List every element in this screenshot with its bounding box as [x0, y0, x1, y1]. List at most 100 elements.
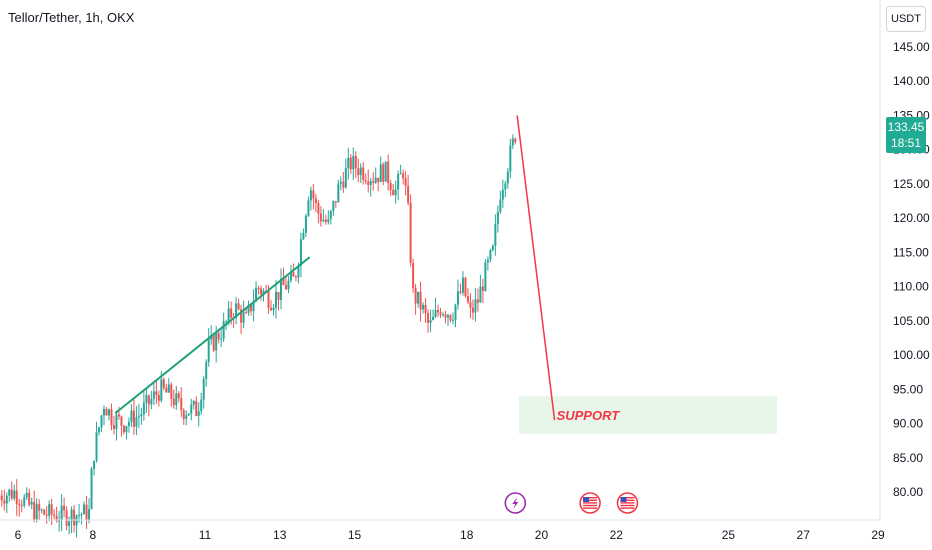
price-tick-label: 115.00 — [893, 245, 929, 259]
candle-body — [451, 319, 454, 321]
us-flag-event-icon[interactable] — [616, 492, 639, 514]
price-tick-label: 140.00 — [893, 74, 930, 88]
candle-body — [474, 299, 477, 313]
candle-body — [187, 413, 190, 416]
candle-body — [107, 409, 110, 416]
candle-body — [212, 335, 215, 351]
candle-body — [486, 259, 489, 263]
candle-body — [407, 185, 410, 203]
candle-body — [167, 384, 170, 393]
candle-body — [419, 291, 422, 310]
candle-body — [347, 157, 350, 169]
candle-body — [20, 504, 23, 506]
candle-body — [63, 505, 66, 511]
candle-body — [454, 304, 457, 320]
candle-body — [417, 291, 420, 304]
candle-body — [275, 292, 277, 308]
candle-body — [394, 189, 397, 196]
candle-body — [127, 422, 130, 427]
candle-body — [289, 272, 292, 281]
candle-body — [439, 312, 442, 315]
candle-body — [8, 489, 11, 496]
candle-body — [73, 509, 76, 526]
time-tick-label: 27 — [797, 528, 811, 542]
flag-stripe — [620, 499, 635, 501]
candle-body — [434, 309, 437, 317]
candle-body — [55, 515, 58, 521]
candle-body — [369, 181, 372, 185]
symbol-title: Tellor/Tether, 1h, OKX — [8, 10, 135, 25]
time-tick-label: 11 — [199, 528, 212, 542]
candle-body — [185, 415, 188, 419]
candle-body — [372, 181, 375, 183]
candle-body — [294, 276, 297, 278]
candle-body — [227, 308, 230, 322]
candle-body — [175, 393, 178, 406]
candle-body — [471, 307, 474, 313]
candle-body — [155, 391, 158, 396]
time-tick-label: 6 — [15, 528, 22, 542]
candle-body — [150, 398, 153, 405]
candle-body — [172, 398, 175, 406]
candle-body — [177, 393, 180, 399]
price-tick-label: 145.00 — [893, 40, 930, 54]
candle-body — [170, 384, 173, 399]
time-tick-label: 20 — [535, 528, 549, 542]
candle-body — [449, 315, 452, 321]
candle-body — [272, 307, 275, 311]
trend-line — [114, 256, 311, 415]
flag-stripe — [620, 497, 635, 499]
candle-body — [135, 417, 138, 427]
candle-body — [207, 339, 210, 363]
candle-body — [115, 414, 118, 429]
candle-body — [222, 321, 225, 339]
candle-body — [494, 224, 497, 246]
candle-body — [511, 138, 514, 146]
candle-body — [180, 398, 183, 411]
candle-body — [260, 288, 263, 295]
flag-stripe — [583, 507, 598, 509]
candle-body — [100, 415, 103, 428]
candle-body — [447, 315, 449, 318]
time-tick-label: 15 — [348, 528, 362, 542]
candle-body — [374, 177, 377, 183]
candle-body — [152, 391, 155, 399]
candle-body — [332, 201, 335, 211]
candle-body — [38, 504, 41, 511]
candle-body — [270, 307, 273, 311]
flag-stripe — [620, 507, 635, 509]
candle-body — [18, 504, 21, 506]
lightning-event-icon[interactable] — [504, 492, 527, 514]
candle-body — [142, 402, 145, 414]
candle-body — [220, 338, 223, 340]
candle-body — [354, 156, 357, 169]
currency-button[interactable]: USDT — [886, 6, 926, 32]
candle-body — [479, 286, 482, 303]
candle-body — [78, 514, 81, 516]
candle-body — [379, 164, 382, 183]
candle-body — [489, 250, 492, 260]
price-tick-label: 110.00 — [893, 280, 929, 294]
candle-body — [384, 161, 387, 182]
candle-body — [117, 414, 120, 417]
candle-body — [344, 168, 347, 188]
candle-body — [197, 411, 200, 416]
us-flag-event-icon[interactable] — [579, 492, 601, 514]
time-tick-label: 22 — [610, 528, 624, 542]
candle-body — [3, 500, 6, 504]
candle-body — [130, 410, 133, 423]
candle-body — [195, 401, 198, 416]
candle-body — [279, 278, 282, 300]
candle-body — [476, 299, 479, 303]
candle-body — [215, 333, 218, 351]
candle-body — [292, 272, 295, 277]
candle-body — [422, 304, 425, 310]
price-tick-label: 95.00 — [893, 382, 923, 396]
candle-body — [262, 290, 265, 295]
candle-body — [132, 410, 135, 427]
candle-body — [424, 304, 427, 313]
candle-body — [429, 319, 432, 323]
candle-body — [307, 200, 310, 216]
candle-body — [442, 314, 445, 316]
